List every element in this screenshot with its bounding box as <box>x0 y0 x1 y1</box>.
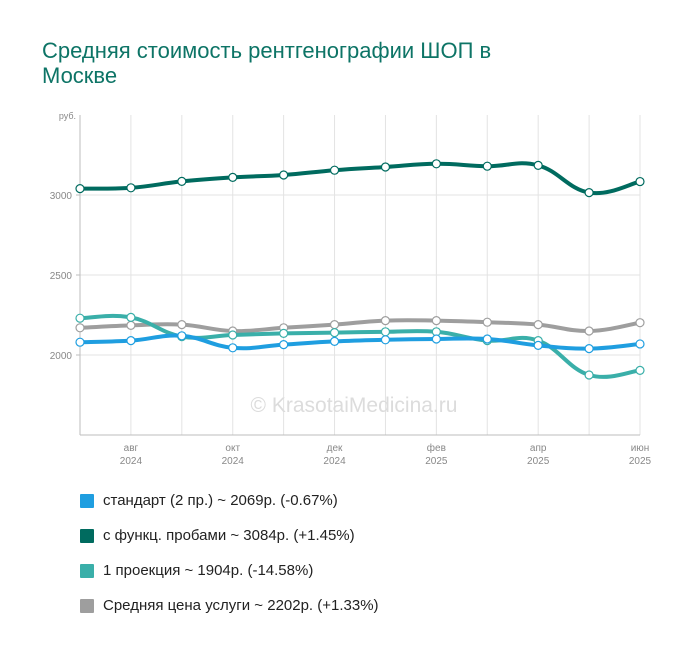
legend-swatch <box>80 528 94 543</box>
data-point <box>533 320 543 330</box>
data-point <box>126 183 136 193</box>
legend-label: 1 проекция ~ 1904р. (-14.58%) <box>103 562 314 579</box>
legend-swatch <box>80 493 94 508</box>
y-tick-label: 2000 <box>50 351 73 362</box>
data-point <box>482 317 492 327</box>
grid <box>76 115 641 436</box>
data-point <box>533 160 543 170</box>
data-point <box>228 330 238 340</box>
data-point <box>380 316 391 326</box>
data-point <box>380 162 391 172</box>
legend-item[interactable]: Средняя цена услуги ~ 2202р. (+1.33%) <box>80 588 379 623</box>
data-point <box>431 159 441 169</box>
legend-item[interactable]: 1 проекция ~ 1904р. (-14.58%) <box>80 553 379 588</box>
x-tick-label-month: июн <box>631 443 650 454</box>
legend-swatch <box>80 563 94 578</box>
x-tick-label-year: 2025 <box>425 456 448 467</box>
series-line-2 <box>78 161 642 196</box>
data-point <box>584 326 594 336</box>
data-point <box>584 370 594 380</box>
data-point <box>635 176 645 187</box>
data-point <box>584 344 594 354</box>
data-point <box>177 176 187 186</box>
legend-item[interactable]: стандарт (2 пр.) ~ 2069р. (-0.67%) <box>80 483 379 518</box>
legend-label: стандарт (2 пр.) ~ 2069р. (-0.67%) <box>103 492 338 509</box>
data-point <box>635 339 645 349</box>
data-point <box>431 316 441 326</box>
legend: стандарт (2 пр.) ~ 2069р. (-0.67%) с функ… <box>80 483 379 623</box>
data-point <box>126 312 136 322</box>
x-tick-label-month: окт <box>225 443 240 454</box>
series-line-1 <box>78 333 642 351</box>
x-tick-label-month: апр <box>530 443 547 454</box>
legend-swatch <box>80 598 94 613</box>
series-points <box>75 159 645 380</box>
y-axis-unit-label: руб. <box>59 111 76 121</box>
x-tick-label-month: дек <box>327 443 343 454</box>
data-point <box>279 340 289 350</box>
data-point <box>482 334 492 344</box>
x-tick-label-year: 2024 <box>222 456 245 467</box>
x-tick-label-month: фев <box>427 442 446 454</box>
data-point <box>329 336 340 346</box>
x-tick-label-year: 2024 <box>120 456 143 467</box>
data-point <box>75 184 85 194</box>
data-point <box>533 340 543 350</box>
data-point <box>75 313 85 323</box>
watermark: © KrasotaiMedicina.ru <box>251 394 458 417</box>
data-point <box>329 328 340 338</box>
data-point <box>635 318 645 328</box>
data-point <box>380 335 391 345</box>
data-point <box>329 165 340 175</box>
data-point <box>126 320 136 330</box>
axis-labels: руб. 2000 2500 3000 авг 2024 окт 2024 дек 2024 фев… <box>50 111 652 467</box>
legend-label: с функц. пробами ~ 3084р. (+1.45%) <box>103 527 355 544</box>
data-point <box>482 161 492 171</box>
data-point <box>75 337 85 347</box>
data-point <box>228 343 238 353</box>
data-point <box>75 323 85 333</box>
data-point <box>126 336 136 346</box>
x-tick-label-year: 2025 <box>629 456 652 467</box>
data-point <box>279 170 289 180</box>
chart-title: Средняя стоимость рентгенографии ШОП в М… <box>42 38 492 88</box>
series-line-4 <box>78 318 642 334</box>
x-tick-label-year: 2024 <box>323 456 346 467</box>
data-point <box>635 365 645 375</box>
x-tick-label-month: авг <box>124 443 139 454</box>
y-tick-label: 3000 <box>50 191 73 202</box>
data-point <box>177 331 187 341</box>
x-tick-label-year: 2025 <box>527 456 550 467</box>
y-tick-label: 2500 <box>50 271 73 282</box>
legend-item[interactable]: с функц. пробами ~ 3084р. (+1.45%) <box>80 518 379 553</box>
data-point <box>329 320 340 330</box>
data-point <box>177 320 187 330</box>
data-point <box>431 334 441 344</box>
data-point <box>584 188 594 198</box>
data-point <box>228 172 238 182</box>
data-point <box>380 327 391 337</box>
data-point <box>279 328 289 338</box>
line-chart: © KrasotaiMedicina.ru руб. 2000 2500 3000 ав… <box>50 111 652 467</box>
legend-label: Средняя цена услуги ~ 2202р. (+1.33%) <box>103 597 379 614</box>
